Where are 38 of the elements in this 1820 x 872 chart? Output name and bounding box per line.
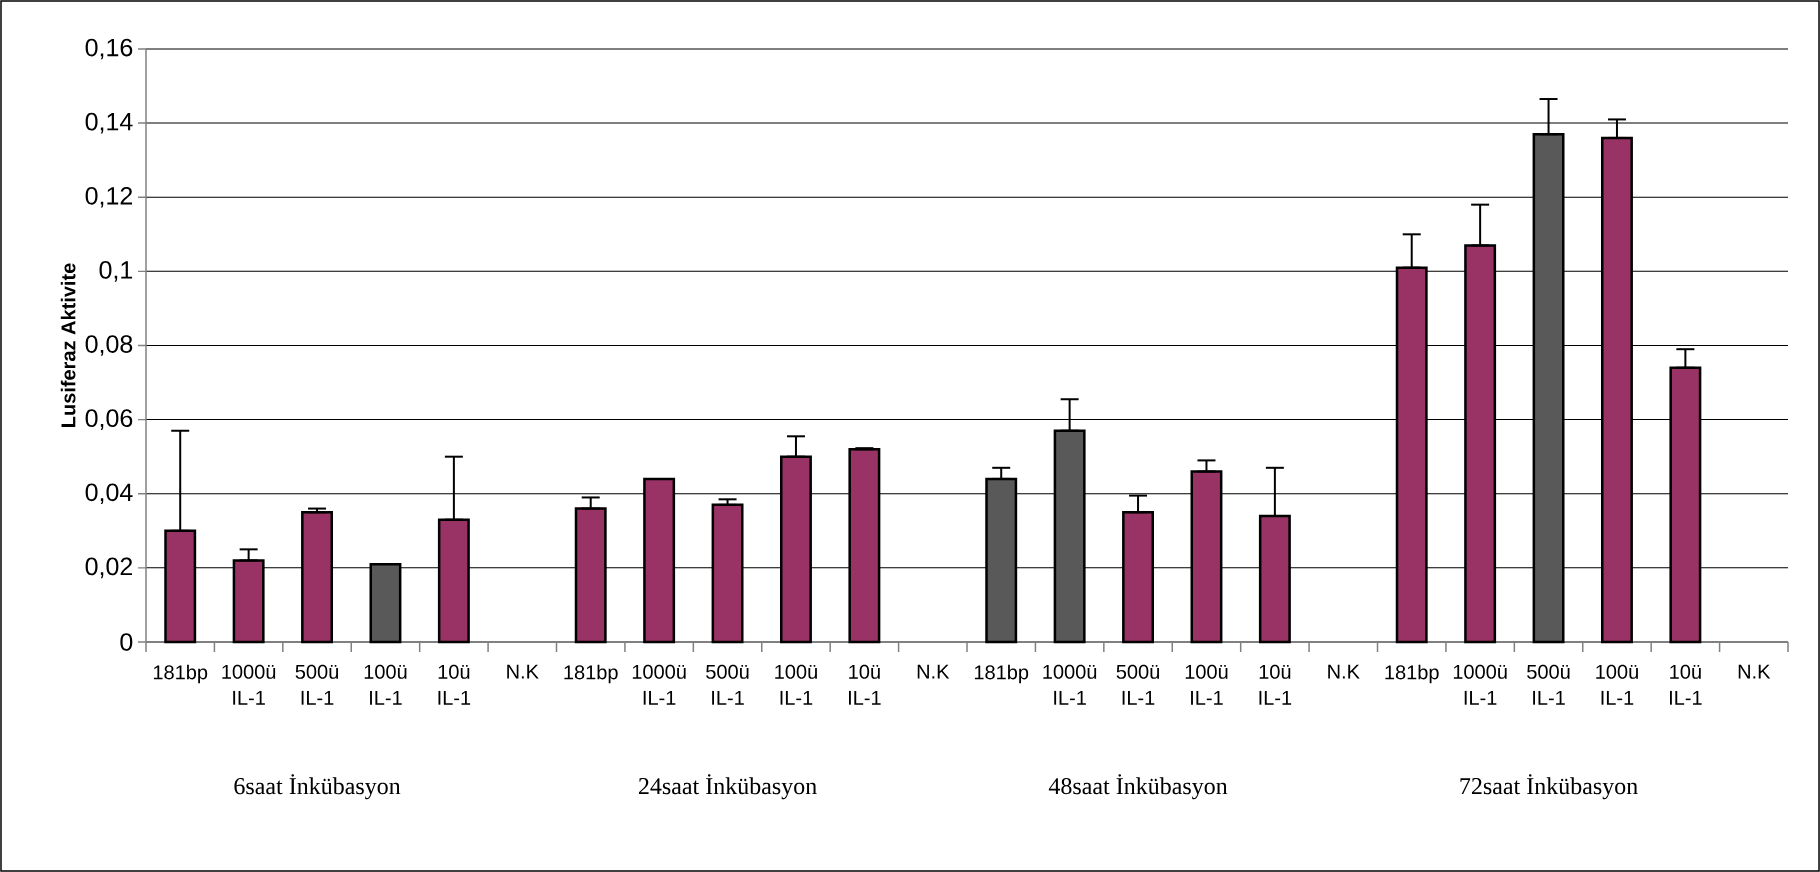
x-tick-label: N.K xyxy=(1738,664,1771,679)
y-tick-label: 0,08 xyxy=(85,335,133,356)
x-tick-label: 1000ü IL-1 xyxy=(1043,664,1097,705)
x-tick-label: 10ü IL-1 xyxy=(438,664,471,705)
x-tick-label: 10ü IL-1 xyxy=(1259,664,1292,705)
x-tick-label: 100ü IL-1 xyxy=(364,664,407,705)
y-tick-label: 0,12 xyxy=(85,186,133,208)
text: 6saat İnkübasyon xyxy=(234,774,401,800)
x-tick-label: N.K xyxy=(507,664,539,679)
x-tick-label: 100ü IL-1 xyxy=(1596,664,1638,705)
x-tick-label: 181bp xyxy=(153,664,208,684)
x-tick-label: 1000ü IL-1 xyxy=(632,664,686,705)
y-tick-label: 0,02 xyxy=(85,557,133,579)
x-tick-label: 100ü IL-1 xyxy=(775,664,817,705)
y-tick-label: 0,14 xyxy=(85,112,133,134)
x-tick-label: 500ü IL-1 xyxy=(706,664,749,705)
x-tick-label: 10ü IL-1 xyxy=(848,664,881,705)
x-tick-label: 181bp xyxy=(1385,664,1439,684)
x-tick-label: 181bp xyxy=(564,664,618,684)
x-tick-label: N.K xyxy=(917,664,950,679)
x-tick-label: 1000ü IL-1 xyxy=(1453,664,1507,705)
x-tick-label: 181bp xyxy=(974,664,1029,684)
x-tick-label: 10ü IL-1 xyxy=(1669,664,1702,705)
x-tick-label: 100ü IL-1 xyxy=(1185,664,1228,705)
text: 24saat İnkübasyon xyxy=(638,774,817,800)
y-tick-label: 0,04 xyxy=(85,483,133,505)
y-tick-label: 0,06 xyxy=(85,409,133,430)
x-tick-label: 500ü IL-1 xyxy=(295,664,339,705)
y-axis-title: Lusiferaz Aktivite xyxy=(60,263,76,427)
x-tick-label: 1000ü IL-1 xyxy=(222,664,276,705)
y-tick-label: 0,16 xyxy=(85,38,133,60)
text: 72saat İnkübasyon xyxy=(1460,774,1638,800)
text: 48saat İnkübasyon xyxy=(1048,774,1228,800)
y-tick-label: 0,1 xyxy=(99,261,133,282)
y-tick-label: 0 xyxy=(120,633,133,651)
x-tick-label: 500ü IL-1 xyxy=(1527,664,1570,705)
x-tick-label: N.K xyxy=(1328,664,1360,679)
x-tick-label: 500ü IL-1 xyxy=(1116,664,1160,705)
